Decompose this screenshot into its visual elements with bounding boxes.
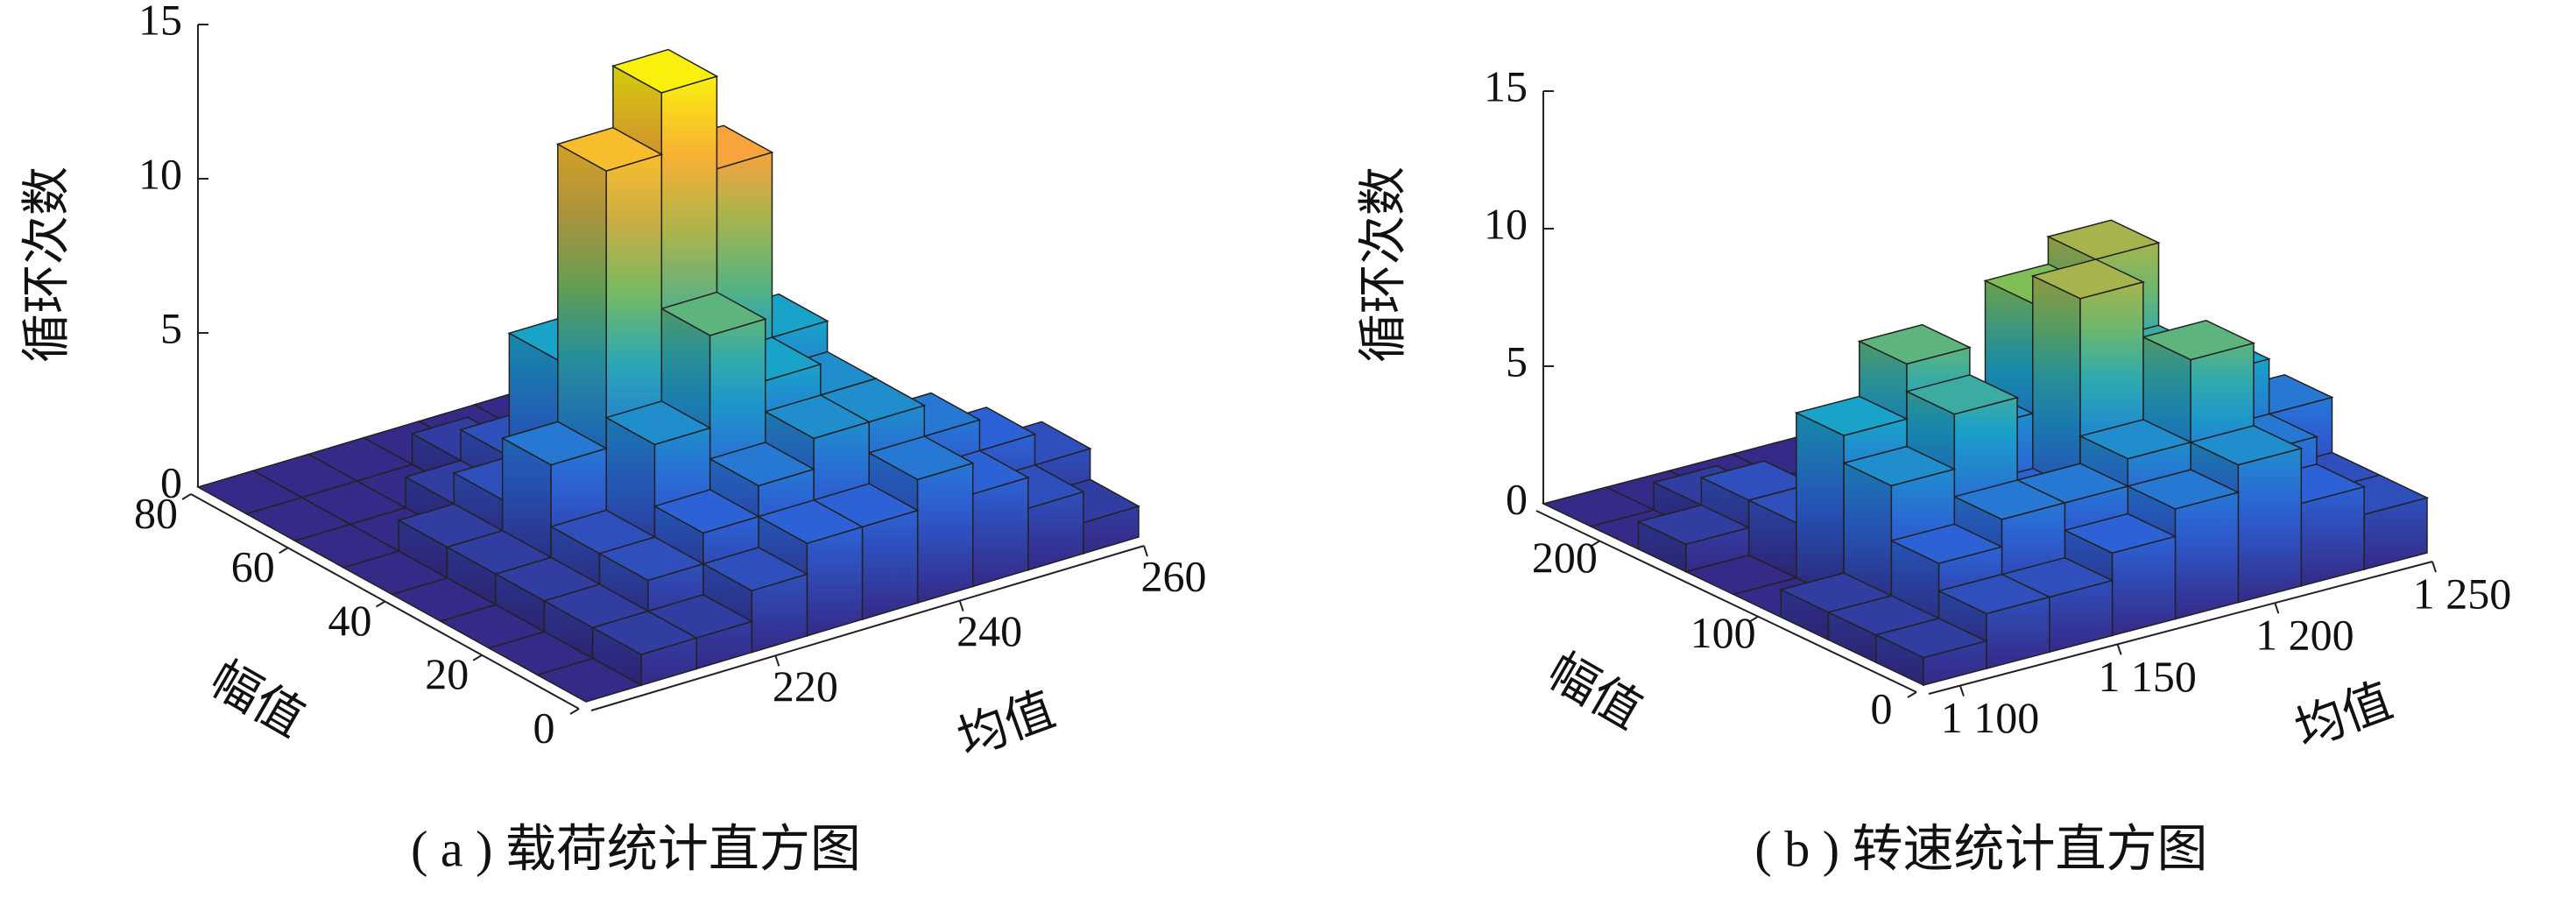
bar-top: [757, 498, 865, 545]
y-tick-label: 0: [1871, 683, 1893, 732]
y-tick: [279, 547, 289, 555]
caption: ( b ) 转速统计直方图: [1754, 820, 2207, 877]
caption: ( a ) 载荷统计直方图: [411, 820, 861, 877]
bar-front: [971, 476, 1029, 588]
z-tick-label: 10: [138, 149, 182, 198]
z-tick-label: 10: [1484, 199, 1528, 248]
x-tick: [1958, 685, 1965, 696]
z-tick-label: 5: [1506, 336, 1528, 385]
x-tick: [2274, 602, 2280, 614]
bar-top: [2078, 419, 2193, 460]
bar-top: [1889, 523, 2004, 564]
bar-front: [916, 462, 974, 605]
y-tick: [375, 600, 386, 608]
z-tick-label: 0: [160, 457, 182, 506]
bar-top: [555, 126, 664, 172]
x-axis-label: 均值: [950, 681, 1062, 767]
bar-front: [861, 509, 919, 621]
y-tick-label: 80: [134, 488, 178, 537]
bar: [1636, 504, 1751, 573]
bar-top: [1841, 445, 1957, 487]
y-tick-label: 40: [328, 596, 372, 645]
y-tick: [472, 654, 483, 661]
bar-front: [806, 526, 864, 637]
x-axis: [1928, 561, 2433, 695]
bar: [535, 657, 644, 703]
y-tick-label: 100: [1690, 608, 1756, 657]
bar-top: [610, 48, 719, 94]
y-axis-label: 幅值: [1538, 642, 1651, 740]
bar-top: [2126, 469, 2241, 510]
x-tick-label: 1 100: [1941, 693, 2040, 742]
bar-front: [2300, 485, 2365, 587]
x-tick-label: 1 150: [2098, 652, 2197, 701]
y-tick-label: 20: [425, 649, 469, 698]
bar-top: [2046, 219, 2161, 260]
bar-top: [1952, 479, 2067, 520]
bar-side: [1796, 412, 1845, 602]
bar-top: [500, 421, 609, 466]
y-tick: [1590, 540, 1600, 548]
bar-top: [2141, 320, 2256, 361]
x-axis-label: 均值: [2288, 672, 2399, 759]
bar-top: [1636, 504, 1751, 545]
bar-top: [590, 610, 699, 655]
bar-top: [867, 435, 975, 481]
x-tick: [958, 600, 964, 612]
bar-top: [708, 442, 816, 487]
z-tick-label: 5: [160, 303, 182, 352]
z-tick-label: 15: [138, 0, 182, 44]
bar-top: [2030, 258, 2146, 300]
z-axis-label: 循环次数: [18, 166, 75, 363]
x-tick-label: 240: [956, 606, 1022, 655]
bar-top: [1937, 573, 2051, 615]
bar-top: [1857, 323, 1973, 365]
y-tick: [1748, 615, 1759, 623]
bar-front: [2237, 447, 2303, 604]
bar-top: [701, 546, 809, 592]
bar: [590, 610, 699, 687]
x-tick: [774, 655, 780, 667]
x-axis: [590, 545, 1145, 711]
bar-top: [1794, 395, 1909, 436]
y-tick-label: 60: [231, 542, 275, 591]
bar-top: [535, 657, 644, 703]
y-tick: [569, 708, 580, 715]
bar-top: [763, 394, 872, 440]
bar-top: [604, 400, 712, 446]
x-tick-label: 220: [773, 661, 838, 711]
y-axis-label: 幅值: [201, 650, 314, 748]
x-tick-label: 1 200: [2255, 611, 2354, 660]
x-tick-label: 260: [1141, 551, 1207, 600]
bar-front: [2111, 535, 2177, 637]
z-tick-label: 15: [1484, 61, 1528, 110]
x-tick: [2431, 561, 2437, 573]
x-tick: [2116, 644, 2122, 655]
y-tick-label: 200: [1532, 533, 1598, 582]
bar-top: [1904, 374, 2020, 415]
y-tick: [1907, 691, 1917, 698]
x-tick: [1143, 545, 1148, 557]
x-tick-label: 1 250: [2413, 569, 2512, 618]
bar-front: [2174, 491, 2240, 620]
bar-top: [2188, 425, 2304, 466]
y-tick-label: 0: [533, 703, 555, 752]
y-tick: [181, 493, 192, 500]
z-axis-label: 循环次数: [1355, 166, 1412, 363]
bar-top: [653, 489, 760, 534]
z-tick-label: 0: [1506, 474, 1528, 523]
bar-top: [660, 291, 767, 336]
bar-top: [2063, 513, 2177, 554]
bar-top: [597, 536, 705, 582]
bar: [1874, 618, 1989, 687]
bar-top: [1874, 618, 1989, 659]
